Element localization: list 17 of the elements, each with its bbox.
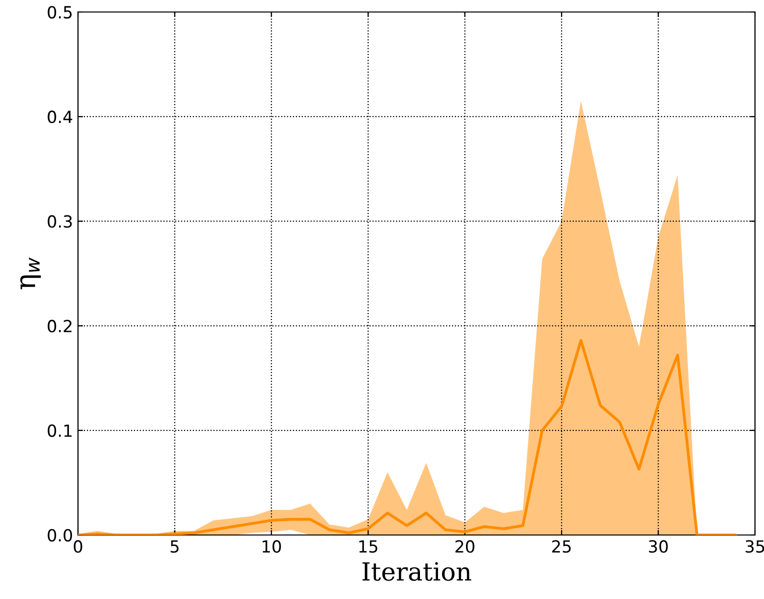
x-tick-label: 20 (455, 540, 474, 553)
x-tick-label: 10 (262, 540, 281, 553)
x-tick-label: 5 (170, 540, 179, 553)
y-tick-label: 0.0 (48, 528, 72, 542)
x-tick-label: 15 (359, 540, 378, 553)
y-tick-label: 0.2 (48, 320, 72, 332)
y-tick-label: 0.1 (48, 424, 72, 437)
x-tick-label: 30 (648, 540, 668, 553)
x-tick-label: 25 (552, 540, 571, 553)
x-tick-label: 0 (74, 540, 82, 553)
line-series (78, 339, 738, 535)
y-tick-label: 0.4 (48, 110, 72, 124)
x-tick-label: 35 (746, 540, 764, 553)
y-tick-label: 0.3 (48, 215, 72, 228)
y-axis-title: η$_{w}$ (20, 257, 41, 290)
x-axis-title: Iteration (362, 562, 472, 581)
y-tick-label: 0.5 (48, 6, 72, 19)
